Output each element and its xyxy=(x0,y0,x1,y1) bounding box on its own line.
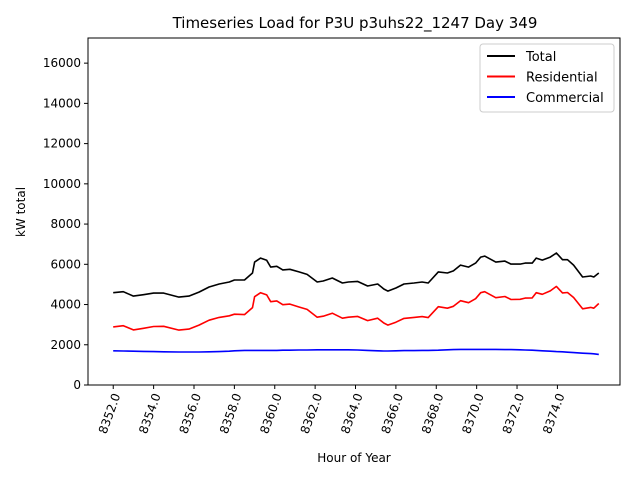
x-axis-label: Hour of Year xyxy=(317,451,391,465)
plot-frame xyxy=(87,37,621,386)
y-axis-label: kW total xyxy=(14,187,28,237)
y-tick-label: 2000 xyxy=(50,338,81,352)
series-line-commercial xyxy=(113,348,599,356)
y-tick-label: 6000 xyxy=(50,257,81,271)
legend: Total Residential Commercial xyxy=(479,43,615,113)
legend-label-residential: Residential xyxy=(526,71,598,86)
y-axis: 0 2000 4000 6000 8000 10000 12000 14000 16000 xyxy=(43,56,88,392)
x-tick-label: 8370.0 xyxy=(459,391,487,435)
chart-title: Timeseries Load for P3U p3uhs22_1247 Day… xyxy=(172,14,538,33)
x-tick-label: 8360.0 xyxy=(257,391,285,435)
y-tick-label: 0 xyxy=(73,378,81,392)
y-tick-label: 4000 xyxy=(50,298,81,312)
x-tick-label: 8364.0 xyxy=(338,391,366,435)
x-tick-label: 8356.0 xyxy=(177,391,205,435)
y-tick-label: 12000 xyxy=(43,137,81,151)
y-tick-label: 10000 xyxy=(43,177,81,191)
series-line-total xyxy=(113,252,600,298)
y-tick-label: 14000 xyxy=(43,96,81,110)
x-tick-label: 8366.0 xyxy=(378,391,406,435)
series-line-residential xyxy=(113,285,600,331)
x-axis: 8352.0 8354.0 8356.0 8358.0 8360.0 8362.0 8364… xyxy=(96,385,568,436)
legend-box xyxy=(479,43,615,113)
y-tick-label: 16000 xyxy=(43,56,81,70)
x-tick-label: 8372.0 xyxy=(500,391,528,435)
x-tick-label: 8362.0 xyxy=(298,391,326,435)
x-tick-label: 8358.0 xyxy=(217,391,245,435)
x-tick-label: 8352.0 xyxy=(96,391,124,435)
y-tick-label: 8000 xyxy=(50,217,81,231)
x-tick-label: 8374.0 xyxy=(540,391,568,435)
legend-label-total: Total xyxy=(525,50,556,65)
x-tick-label: 8354.0 xyxy=(136,391,164,435)
legend-label-commercial: Commercial xyxy=(526,91,604,106)
x-tick-label: 8368.0 xyxy=(419,391,447,435)
series-layer xyxy=(113,252,600,356)
